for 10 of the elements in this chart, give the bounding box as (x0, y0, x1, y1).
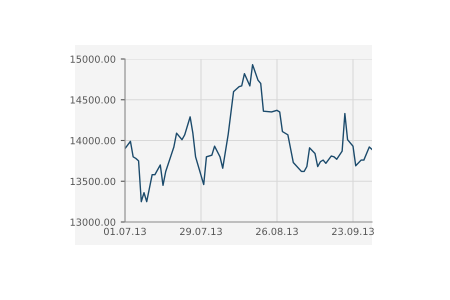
x-tick-label: 01.07.13 (104, 228, 146, 236)
y-tick-label: 15000.00 (70, 55, 116, 63)
x-tick-label: 29.07.13 (180, 228, 222, 236)
y-tick-label: 13500.00 (70, 178, 116, 186)
x-tick-label: 23.09.13 (332, 228, 374, 236)
y-tick-label: 13000.00 (70, 218, 116, 226)
y-tick-label: 14000.00 (70, 136, 116, 144)
line-series (125, 64, 372, 202)
x-tick-label: 26.08.13 (256, 228, 298, 236)
y-tick-label: 14500.00 (70, 96, 116, 104)
